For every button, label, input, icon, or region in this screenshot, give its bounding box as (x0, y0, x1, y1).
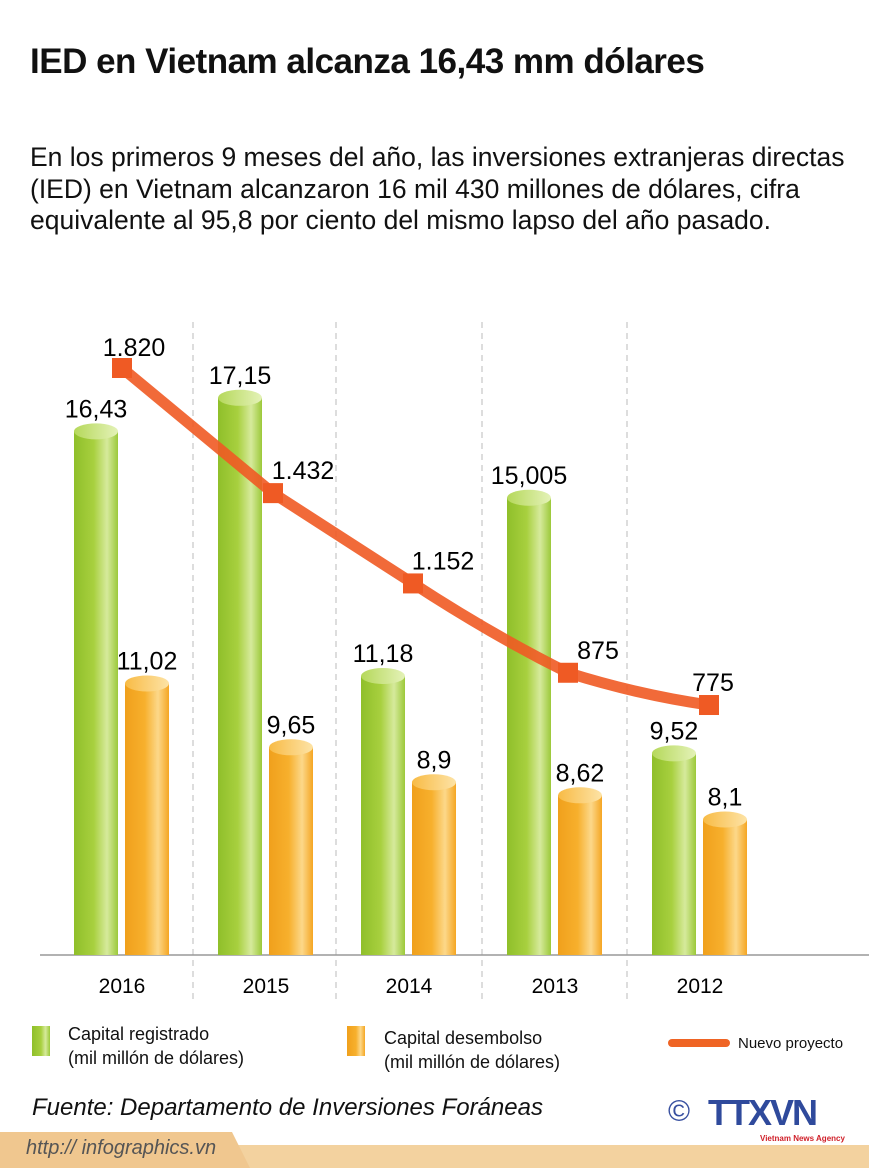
bar-top-cap (652, 745, 696, 762)
bar-top-cap (507, 489, 551, 506)
bar-capital-registrado (361, 676, 405, 955)
bar-top-cap (269, 739, 313, 756)
x-tick-label: 2012 (677, 975, 724, 998)
data-label: 11,02 (117, 647, 178, 675)
data-label-nuevo-proyecto: 875 (577, 637, 619, 665)
bar-top-cap (74, 423, 118, 440)
data-label-nuevo-proyecto: 1.152 (412, 547, 475, 575)
bar-capital-registrado (652, 753, 696, 955)
bar-capital-desembolso (269, 747, 313, 955)
marker-nuevo-proyecto (403, 573, 423, 594)
bar-capital-registrado (507, 497, 551, 955)
x-tick-label: 2016 (99, 975, 146, 998)
footer-url[interactable]: http:// infographics.vn (26, 1137, 217, 1159)
marker-nuevo-proyecto (263, 483, 283, 504)
bar-top-cap (558, 787, 602, 804)
data-label: 8,1 (708, 784, 743, 812)
logo-tagline: Vietnam News Agency (760, 1134, 845, 1143)
bar-top-cap (412, 774, 456, 791)
bar-capital-desembolso (412, 782, 456, 955)
legend-desembolso-label: Capital desembolso (384, 1028, 543, 1048)
ttxvn-logo: © TTXVN Vietnam News Agency (668, 1094, 858, 1146)
legend-swatch-desembolso (347, 1026, 365, 1056)
copyright-icon: © (668, 1095, 691, 1128)
bar-capital-desembolso (125, 683, 169, 955)
x-tick-label: 2015 (243, 975, 290, 998)
bar-top-cap (218, 389, 262, 406)
legend-registrado: Capital registrado (mil millón de dólare… (68, 1022, 244, 1070)
data-label: 8,62 (556, 759, 605, 787)
data-label: 17,15 (209, 362, 272, 390)
data-label: 15,005 (491, 462, 567, 490)
legend-desembolso: Capital desembolso (mil millón de dólare… (384, 1026, 560, 1074)
bar-top-cap (361, 668, 405, 685)
bar-capital-registrado (218, 397, 262, 955)
legend-desembolso-unit: (mil millón de dólares) (384, 1052, 561, 1072)
marker-nuevo-proyecto (699, 695, 719, 716)
data-label-nuevo-proyecto: 775 (692, 669, 734, 697)
logo-text: TTXVN (708, 1092, 818, 1133)
line-nuevo-proyecto (116, 362, 715, 711)
legend-swatch-registrado (32, 1026, 50, 1056)
footer-tab (0, 1132, 250, 1168)
data-label: 11,18 (353, 640, 414, 668)
data-label: 9,65 (267, 711, 316, 739)
x-tick-label: 2014 (386, 975, 433, 998)
data-label: 16,43 (65, 395, 128, 423)
subtitle: En los primeros 9 meses del año, las inv… (30, 142, 845, 235)
marker-nuevo-proyecto (558, 662, 578, 683)
bar-top-cap (703, 811, 747, 828)
legend-registrado-unit: (mil millón de dólares) (68, 1048, 245, 1068)
data-label-nuevo-proyecto: 1.432 (272, 457, 335, 485)
bar-capital-desembolso (703, 819, 747, 955)
data-label-nuevo-proyecto: 1.820 (103, 334, 166, 362)
legend-nuevo-label: Nuevo proyecto (738, 1035, 844, 1052)
bar-capital-desembolso (558, 795, 602, 955)
bar-top-cap (125, 675, 169, 692)
marker-nuevo-proyecto (112, 358, 132, 378)
x-tick-label: 2013 (532, 975, 579, 998)
data-label: 9,52 (650, 717, 699, 745)
source-note: Fuente: Departamento de Inversiones Forá… (32, 1094, 543, 1121)
bar-capital-registrado (74, 431, 118, 955)
legend-line-swatch (668, 1039, 730, 1047)
data-label: 8,9 (417, 746, 452, 774)
page-title: IED en Vietnam alcanza 16,43 mm dólares (30, 42, 705, 81)
legend-registrado-label: Capital registrado (68, 1024, 210, 1044)
